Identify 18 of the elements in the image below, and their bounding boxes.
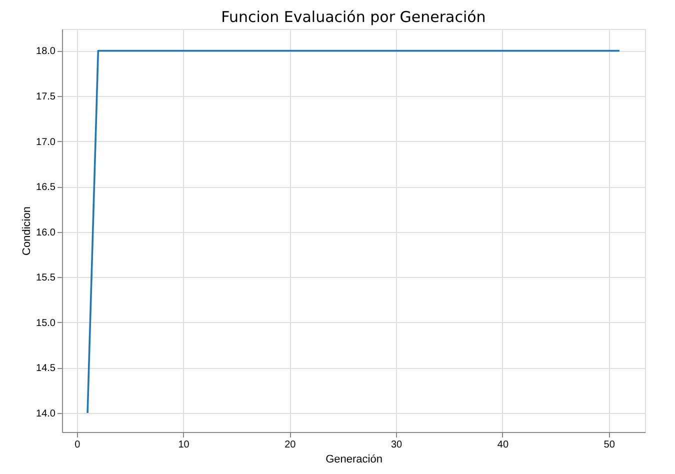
y-tick-label: 14.0 <box>36 408 56 420</box>
x-tick-label: 40 <box>497 440 509 450</box>
y-tick-label: 17.5 <box>36 92 56 103</box>
y-tick-label: 15.5 <box>36 272 56 284</box>
x-tick-label: 10 <box>178 440 190 450</box>
x-axis-title: Generación <box>326 454 382 466</box>
y-tick-label: 14.5 <box>36 363 56 374</box>
y-tick-label: 15.0 <box>36 318 56 329</box>
x-tick-label: 30 <box>390 440 403 450</box>
y-tick-label: 18.0 <box>36 46 56 58</box>
chart-title: Funcion Evaluación por Generación <box>221 8 486 26</box>
y-axis-title: Condicion <box>21 206 34 256</box>
x-tick-label: 20 <box>284 440 296 450</box>
x-tick-label: 0 <box>74 440 81 450</box>
y-tick-label: 17.0 <box>36 136 56 148</box>
y-tick-label: 16.5 <box>36 182 56 194</box>
y-tick-label: 16.0 <box>36 227 56 238</box>
x-tick-label: 50 <box>604 440 616 450</box>
